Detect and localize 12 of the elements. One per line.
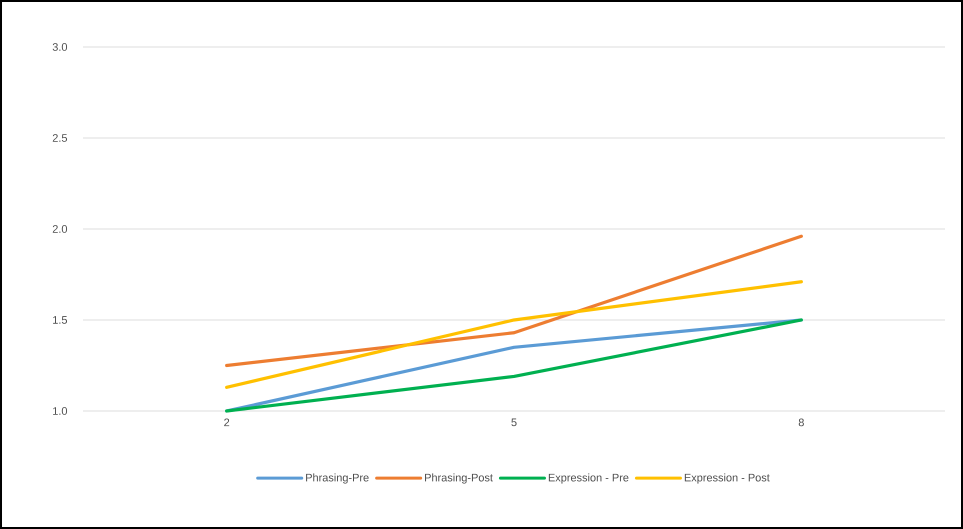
x-tick-label: 8 bbox=[798, 418, 804, 426]
legend-label: Phrasing-Pre bbox=[306, 473, 369, 484]
legend-label: Expression - Post bbox=[684, 473, 770, 484]
y-tick-label: 2.0 bbox=[52, 225, 68, 233]
x-tick-label: 2 bbox=[224, 418, 230, 426]
legend-label: Expression - Pre bbox=[548, 473, 628, 484]
y-tick-label: 1.5 bbox=[53, 316, 68, 324]
y-tick-label: 3.0 bbox=[52, 43, 68, 51]
y-tick-label: 1.0 bbox=[53, 407, 68, 415]
y-tick-label: 2.5 bbox=[52, 134, 68, 142]
legend-label: Phrasing-Post bbox=[425, 473, 493, 484]
x-tick-label: 5 bbox=[511, 418, 517, 426]
